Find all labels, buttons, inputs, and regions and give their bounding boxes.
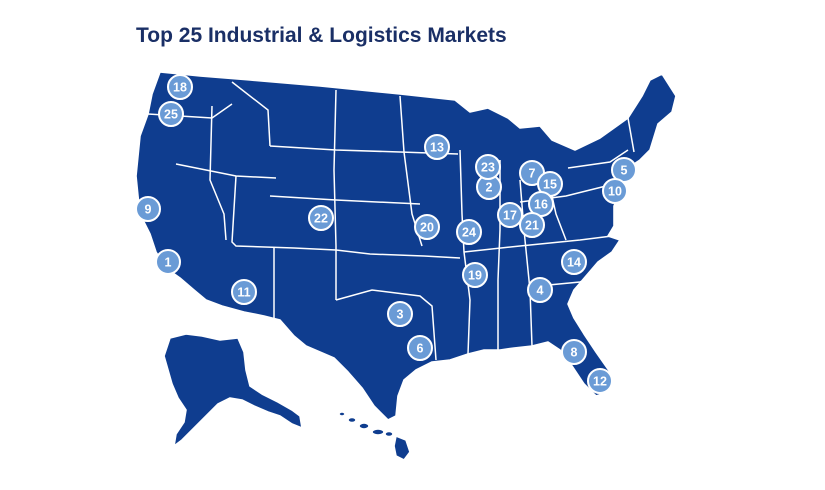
market-marker: 6 bbox=[407, 335, 433, 361]
alaska-shape bbox=[163, 333, 303, 447]
marker-rank-label: 25 bbox=[164, 108, 178, 122]
marker-rank-label: 21 bbox=[525, 219, 539, 233]
market-marker: 21 bbox=[519, 212, 545, 238]
marker-rank-label: 10 bbox=[608, 185, 622, 199]
marker-rank-label: 12 bbox=[593, 375, 607, 389]
marker-rank-label: 22 bbox=[314, 212, 328, 226]
market-marker: 14 bbox=[561, 249, 587, 275]
market-marker: 8 bbox=[561, 339, 587, 365]
marker-circle bbox=[414, 214, 440, 240]
marker-circle bbox=[407, 335, 433, 361]
marker-circle bbox=[561, 249, 587, 275]
marker-rank-label: 13 bbox=[430, 141, 444, 155]
marker-circle bbox=[424, 134, 450, 160]
market-marker: 16 bbox=[528, 191, 554, 217]
marker-circle bbox=[497, 202, 523, 228]
market-marker: 12 bbox=[587, 368, 613, 394]
market-marker: 11 bbox=[231, 279, 257, 305]
map-title: Top 25 Industrial & Logistics Markets bbox=[136, 24, 507, 47]
market-marker: 15 bbox=[537, 171, 563, 197]
market-marker: 4 bbox=[527, 277, 553, 303]
marker-rank-label: 5 bbox=[621, 164, 628, 178]
market-marker: 19 bbox=[462, 262, 488, 288]
marker-circle bbox=[308, 205, 334, 231]
market-marker: 22 bbox=[308, 205, 334, 231]
marker-circle bbox=[561, 339, 587, 365]
marker-circle bbox=[158, 101, 184, 127]
marker-rank-label: 18 bbox=[173, 81, 187, 95]
marker-rank-label: 15 bbox=[543, 178, 557, 192]
market-marker: 24 bbox=[456, 219, 482, 245]
market-marker: 1 bbox=[155, 249, 181, 275]
marker-circle bbox=[387, 301, 413, 327]
contiguous-us-shape bbox=[135, 71, 677, 421]
marker-circle bbox=[456, 219, 482, 245]
market-marker: 23 bbox=[475, 154, 501, 180]
marker-rank-label: 24 bbox=[462, 226, 476, 240]
marker-rank-label: 9 bbox=[145, 203, 152, 217]
marker-circle bbox=[602, 178, 628, 204]
marker-rank-label: 19 bbox=[468, 269, 482, 283]
marker-circle bbox=[519, 212, 545, 238]
marker-circle bbox=[475, 154, 501, 180]
marker-circle bbox=[155, 249, 181, 275]
marker-rank-label: 1 bbox=[165, 256, 172, 270]
marker-rank-label: 2 bbox=[486, 181, 493, 195]
market-marker: 17 bbox=[497, 202, 523, 228]
market-marker: 20 bbox=[414, 214, 440, 240]
marker-rank-label: 16 bbox=[534, 198, 548, 212]
marker-circle bbox=[135, 196, 161, 222]
marker-circle bbox=[587, 368, 613, 394]
market-marker: 25 bbox=[158, 101, 184, 127]
marker-rank-label: 3 bbox=[397, 308, 404, 322]
marker-rank-label: 11 bbox=[237, 286, 250, 300]
marker-rank-label: 7 bbox=[529, 167, 536, 181]
marker-rank-label: 6 bbox=[417, 342, 424, 356]
market-marker: 18 bbox=[167, 74, 193, 100]
marker-rank-label: 8 bbox=[571, 346, 578, 360]
marker-circle bbox=[527, 277, 553, 303]
marker-rank-label: 23 bbox=[481, 161, 495, 175]
marker-rank-label: 14 bbox=[567, 256, 581, 270]
marker-circle bbox=[167, 74, 193, 100]
marker-rank-label: 4 bbox=[537, 284, 544, 298]
marker-rank-label: 17 bbox=[503, 209, 517, 223]
market-marker: 10 bbox=[602, 178, 628, 204]
market-marker: 3 bbox=[387, 301, 413, 327]
marker-rank-label: 20 bbox=[420, 221, 434, 235]
marker-circle bbox=[231, 279, 257, 305]
hawaii-shape bbox=[338, 411, 411, 461]
market-marker: 13 bbox=[424, 134, 450, 160]
market-marker: 9 bbox=[135, 196, 161, 222]
marker-circle bbox=[462, 262, 488, 288]
